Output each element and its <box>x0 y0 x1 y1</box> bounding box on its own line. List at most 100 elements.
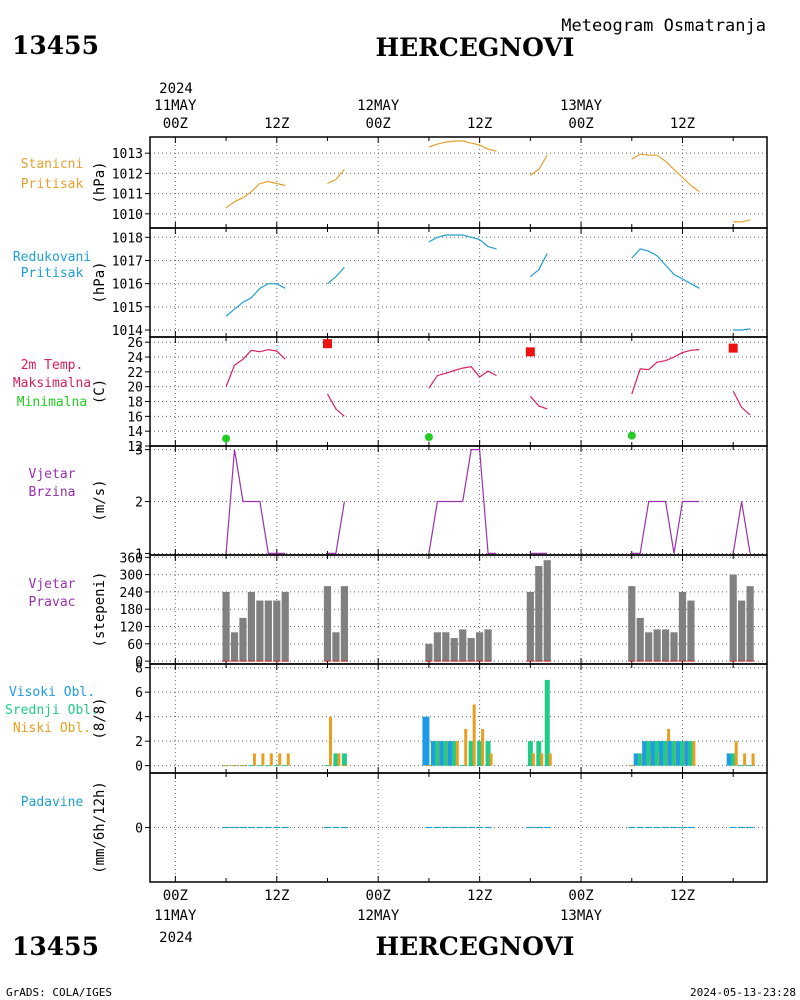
cloud-bar <box>654 741 660 766</box>
series-line <box>631 349 700 395</box>
chart-subtitle: Meteogram Osmatranja <box>561 16 766 36</box>
direction-bar <box>476 632 484 662</box>
cloud-bar <box>684 741 692 766</box>
y-tick-label: 22 <box>127 366 143 381</box>
hour-label: 12Z <box>670 116 695 132</box>
series-line <box>529 154 548 176</box>
direction-bar <box>273 600 281 662</box>
hour-label: 12Z <box>467 116 492 132</box>
series-line <box>327 266 345 285</box>
direction-bar <box>535 565 543 662</box>
min-temp-point <box>627 431 636 440</box>
min-temp-point <box>222 434 231 443</box>
cloud-bar <box>637 753 643 766</box>
series-line <box>225 180 286 209</box>
panel-label: Redukovani <box>13 250 91 265</box>
y-tick-label: 0 <box>135 655 143 670</box>
series-line <box>428 366 497 389</box>
cloud-bar <box>286 753 290 766</box>
panel-frame <box>149 136 768 229</box>
cloud-bar <box>341 753 347 766</box>
y-tick-label: 12 <box>127 440 143 455</box>
y-tick-label: 1018 <box>112 231 143 246</box>
station-name-bottom: HERCEGNOVI <box>375 932 574 961</box>
series-line <box>529 253 548 278</box>
direction-bar <box>256 600 264 662</box>
direction-bar <box>222 591 230 662</box>
direction-bar <box>645 632 653 662</box>
panel-label: Visoki Obl. <box>9 685 95 700</box>
panel-label: Pravac <box>29 595 76 610</box>
max-temp-point <box>322 339 332 349</box>
hour-label: 00Z <box>163 888 188 904</box>
direction-bar <box>661 629 670 662</box>
panel-wind-direction: 0 60 120 180 240 300 360 (stepeni) Vjetar Pravac <box>29 551 768 670</box>
panel-label: Niski Obl. <box>13 721 91 736</box>
day-label: 13MAY <box>560 98 603 114</box>
y-tick-label: 1014 <box>112 324 143 339</box>
cloud-bar <box>489 753 493 766</box>
cloud-bar <box>477 741 483 766</box>
cloud-bar <box>667 741 675 766</box>
y-tick-label: 2 <box>135 735 143 750</box>
y-tick-label: 1015 <box>112 301 143 316</box>
day-label: 12MAY <box>357 98 400 114</box>
cloud-bar <box>451 741 457 766</box>
series-line <box>225 449 286 555</box>
series-line <box>327 169 345 185</box>
series-line <box>631 248 700 289</box>
max-temp-point <box>728 343 738 353</box>
panel-station-pressure: 1010 1011 1012 1013 (hPa) Stanicni Pritisak <box>21 136 768 229</box>
cloud-bar <box>422 716 430 766</box>
cloud-bar <box>671 741 677 766</box>
series-line <box>225 283 286 317</box>
direction-bar <box>628 586 636 662</box>
cloud-bar <box>536 741 542 766</box>
y-tick-label: 16 <box>127 410 143 425</box>
year-label-top: 2024 <box>159 81 193 97</box>
cloud-bar <box>659 741 667 766</box>
direction-bar <box>450 638 458 662</box>
panel-frame <box>149 772 768 883</box>
cloud-bar <box>443 741 449 766</box>
direction-bar <box>467 638 475 662</box>
series-line <box>529 395 548 410</box>
y-tick-label: 4 <box>135 711 143 726</box>
cloud-bar <box>269 753 273 766</box>
y-tick-label: 1013 <box>112 147 143 162</box>
cloud-bar <box>548 753 552 766</box>
panel-wind-speed: 1 2 3 (m/s) Vjetar Brzina <box>29 444 768 562</box>
series-line <box>326 393 345 417</box>
panel-label: Pritisak <box>21 177 84 192</box>
cloud-bar <box>646 741 652 766</box>
y-tick-label: 1016 <box>112 278 143 293</box>
station-name-top: HERCEGNOVI <box>375 33 574 62</box>
direction-bar <box>653 629 661 662</box>
y-tick-label: 0 <box>135 760 143 775</box>
footer-credit: GrADS: COLA/IGES <box>6 986 112 999</box>
hour-label: 00Z <box>366 116 391 132</box>
y-tick-label: 14 <box>127 425 143 440</box>
cloud-bar <box>455 741 459 766</box>
panel-reduced-pressure: 1014 1015 1016 1017 1018 (hPa)RedukovaniPriti… <box>13 227 768 339</box>
time-axis-top: 00Z 12Z 00Z 12Z 00Z 12Z 11MAY 12MAY 13MAY <box>154 98 695 132</box>
direction-bar <box>678 591 687 662</box>
hour-label: 00Z <box>568 888 593 904</box>
footer-timestamp: 2024-05-13-23:28 <box>690 986 796 999</box>
cloud-bar <box>540 753 544 766</box>
series-line <box>631 153 700 193</box>
direction-bar <box>264 600 272 662</box>
time-axis-bottom: 00Z 12Z 00Z 12Z 00Z 12Z 11MAY 12MAY 13MAY <box>154 888 695 924</box>
cloud-bar <box>328 716 332 766</box>
cloud-bar <box>468 741 474 766</box>
cloud-bar <box>527 741 533 766</box>
panel-label: Stanicni <box>21 157 84 172</box>
cloud-bar <box>663 741 669 766</box>
cloud-bar <box>726 753 734 766</box>
station-id-top: 13455 <box>12 31 99 60</box>
y-tick-label: 120 <box>120 621 143 636</box>
y-tick-label: 1010 <box>112 208 143 223</box>
series-line <box>327 501 345 555</box>
y-tick-label: 3 <box>135 444 143 459</box>
